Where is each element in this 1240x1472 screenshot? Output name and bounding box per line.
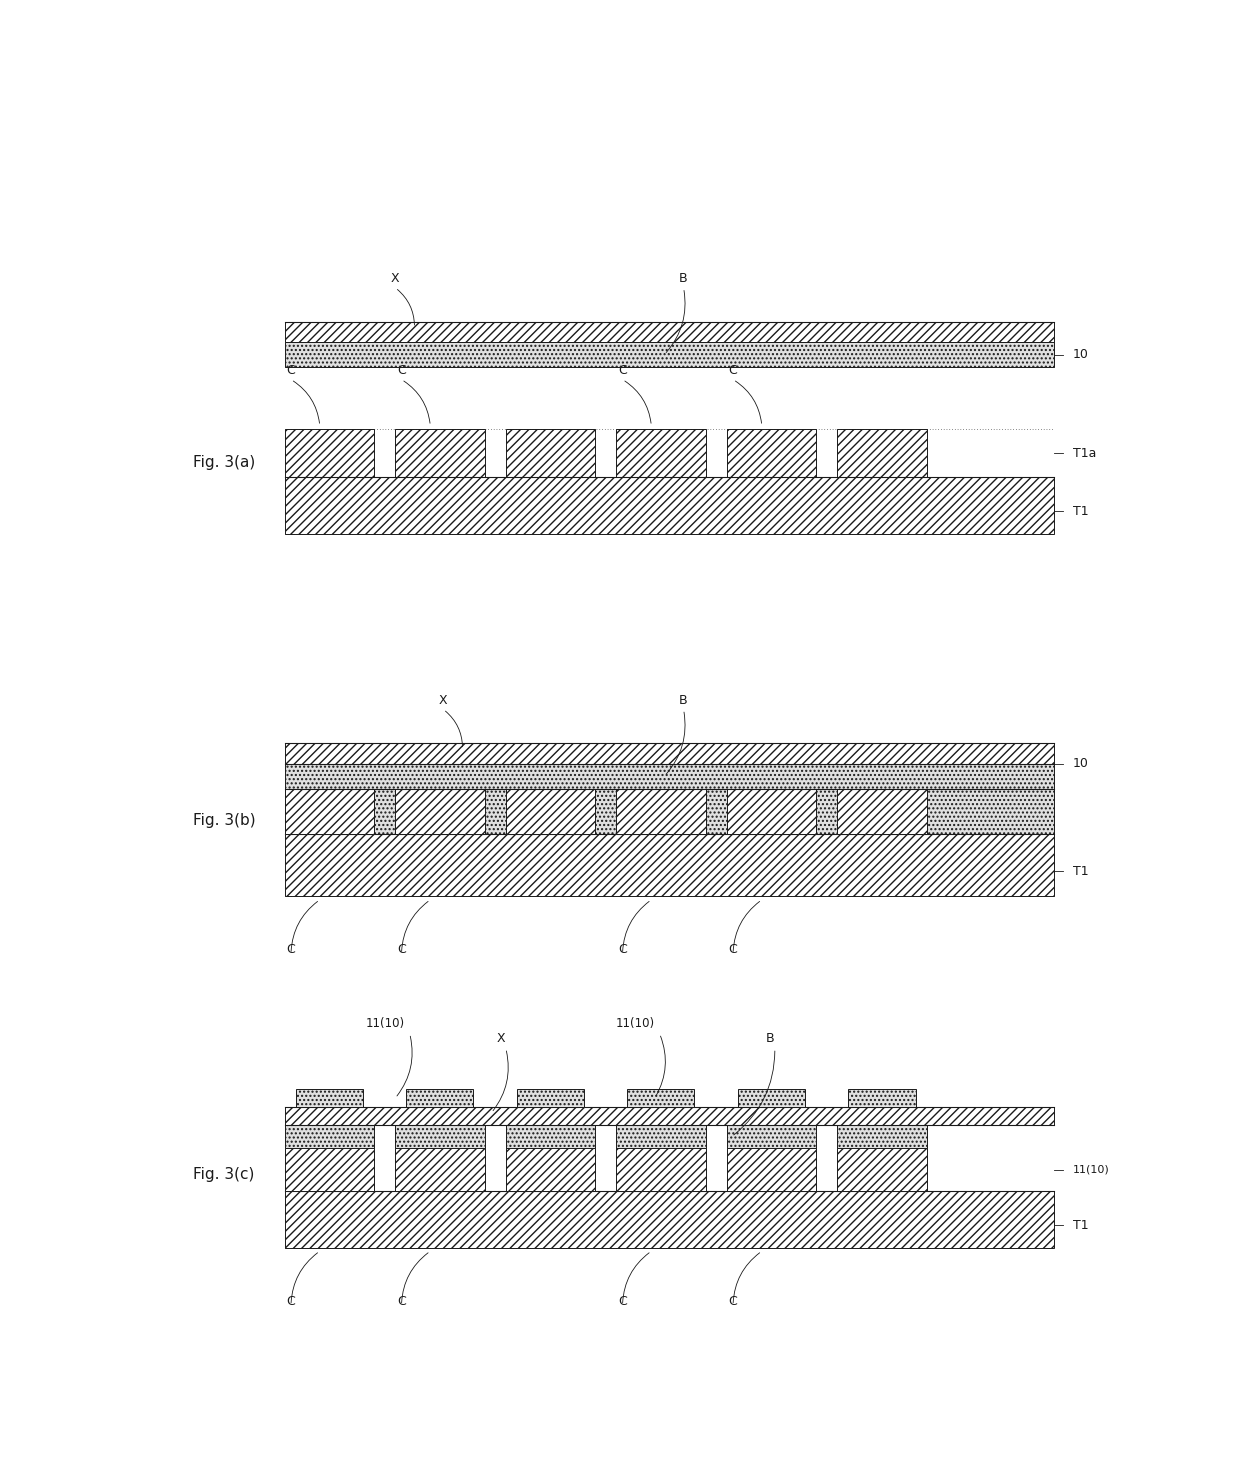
Text: C: C	[619, 1295, 627, 1307]
Bar	[837, 789, 926, 835]
Bar	[285, 789, 1054, 835]
Text: X: X	[497, 1032, 505, 1045]
Bar	[727, 1148, 816, 1191]
Bar	[407, 1089, 474, 1107]
Text: C: C	[397, 1295, 405, 1307]
Text: C: C	[619, 944, 627, 957]
Text: C: C	[729, 1295, 738, 1307]
Text: 11(10): 11(10)	[1073, 1164, 1110, 1175]
Bar	[396, 1148, 485, 1191]
Bar	[506, 1125, 595, 1148]
Bar	[285, 1148, 374, 1191]
Text: C: C	[729, 364, 738, 377]
Text: X: X	[391, 272, 399, 286]
Bar	[285, 342, 1054, 367]
Text: 10: 10	[1073, 347, 1089, 361]
Bar	[506, 789, 595, 835]
Text: C: C	[286, 1295, 295, 1307]
Text: T1: T1	[1073, 1219, 1089, 1232]
Text: 11(10): 11(10)	[616, 1017, 655, 1030]
Bar	[396, 1125, 485, 1148]
Text: B: B	[680, 695, 688, 707]
Text: C: C	[397, 944, 405, 957]
Bar	[837, 430, 926, 477]
Bar	[517, 1089, 584, 1107]
Bar	[285, 1191, 1054, 1248]
Bar	[396, 430, 485, 477]
Bar	[285, 430, 374, 477]
Text: C: C	[286, 364, 295, 377]
Text: Fig. 3(a): Fig. 3(a)	[193, 455, 255, 470]
Bar	[738, 1089, 805, 1107]
Bar	[296, 1089, 363, 1107]
Bar	[627, 1089, 694, 1107]
Text: T1: T1	[1073, 866, 1089, 877]
Text: Fig. 3(c): Fig. 3(c)	[193, 1167, 254, 1182]
Bar	[506, 1148, 595, 1191]
Bar	[616, 430, 706, 477]
Bar	[506, 430, 595, 477]
Bar	[848, 1089, 915, 1107]
Bar	[727, 789, 816, 835]
Bar	[727, 430, 816, 477]
Bar	[837, 1148, 926, 1191]
Bar	[616, 1148, 706, 1191]
Bar	[616, 789, 706, 835]
Text: B: B	[680, 272, 688, 286]
Text: X: X	[439, 695, 448, 707]
Text: B: B	[766, 1032, 774, 1045]
Text: C: C	[619, 364, 627, 377]
Bar	[285, 1107, 1054, 1125]
Bar	[285, 743, 1054, 764]
Bar	[396, 789, 485, 835]
Text: C: C	[397, 364, 405, 377]
Bar	[837, 1125, 926, 1148]
Bar	[285, 764, 1054, 789]
Bar	[285, 1125, 374, 1148]
Text: C: C	[729, 944, 738, 957]
Bar	[616, 1125, 706, 1148]
Bar	[727, 1125, 816, 1148]
Text: C: C	[286, 944, 295, 957]
Text: 10: 10	[1073, 757, 1089, 770]
Bar	[285, 322, 1054, 342]
Text: T1: T1	[1073, 505, 1089, 518]
Text: Fig. 3(b): Fig. 3(b)	[193, 813, 257, 827]
Text: 11(10): 11(10)	[366, 1017, 405, 1030]
Bar	[285, 835, 1054, 896]
Bar	[285, 477, 1054, 534]
Text: T1a: T1a	[1073, 446, 1096, 459]
Bar	[285, 789, 374, 835]
